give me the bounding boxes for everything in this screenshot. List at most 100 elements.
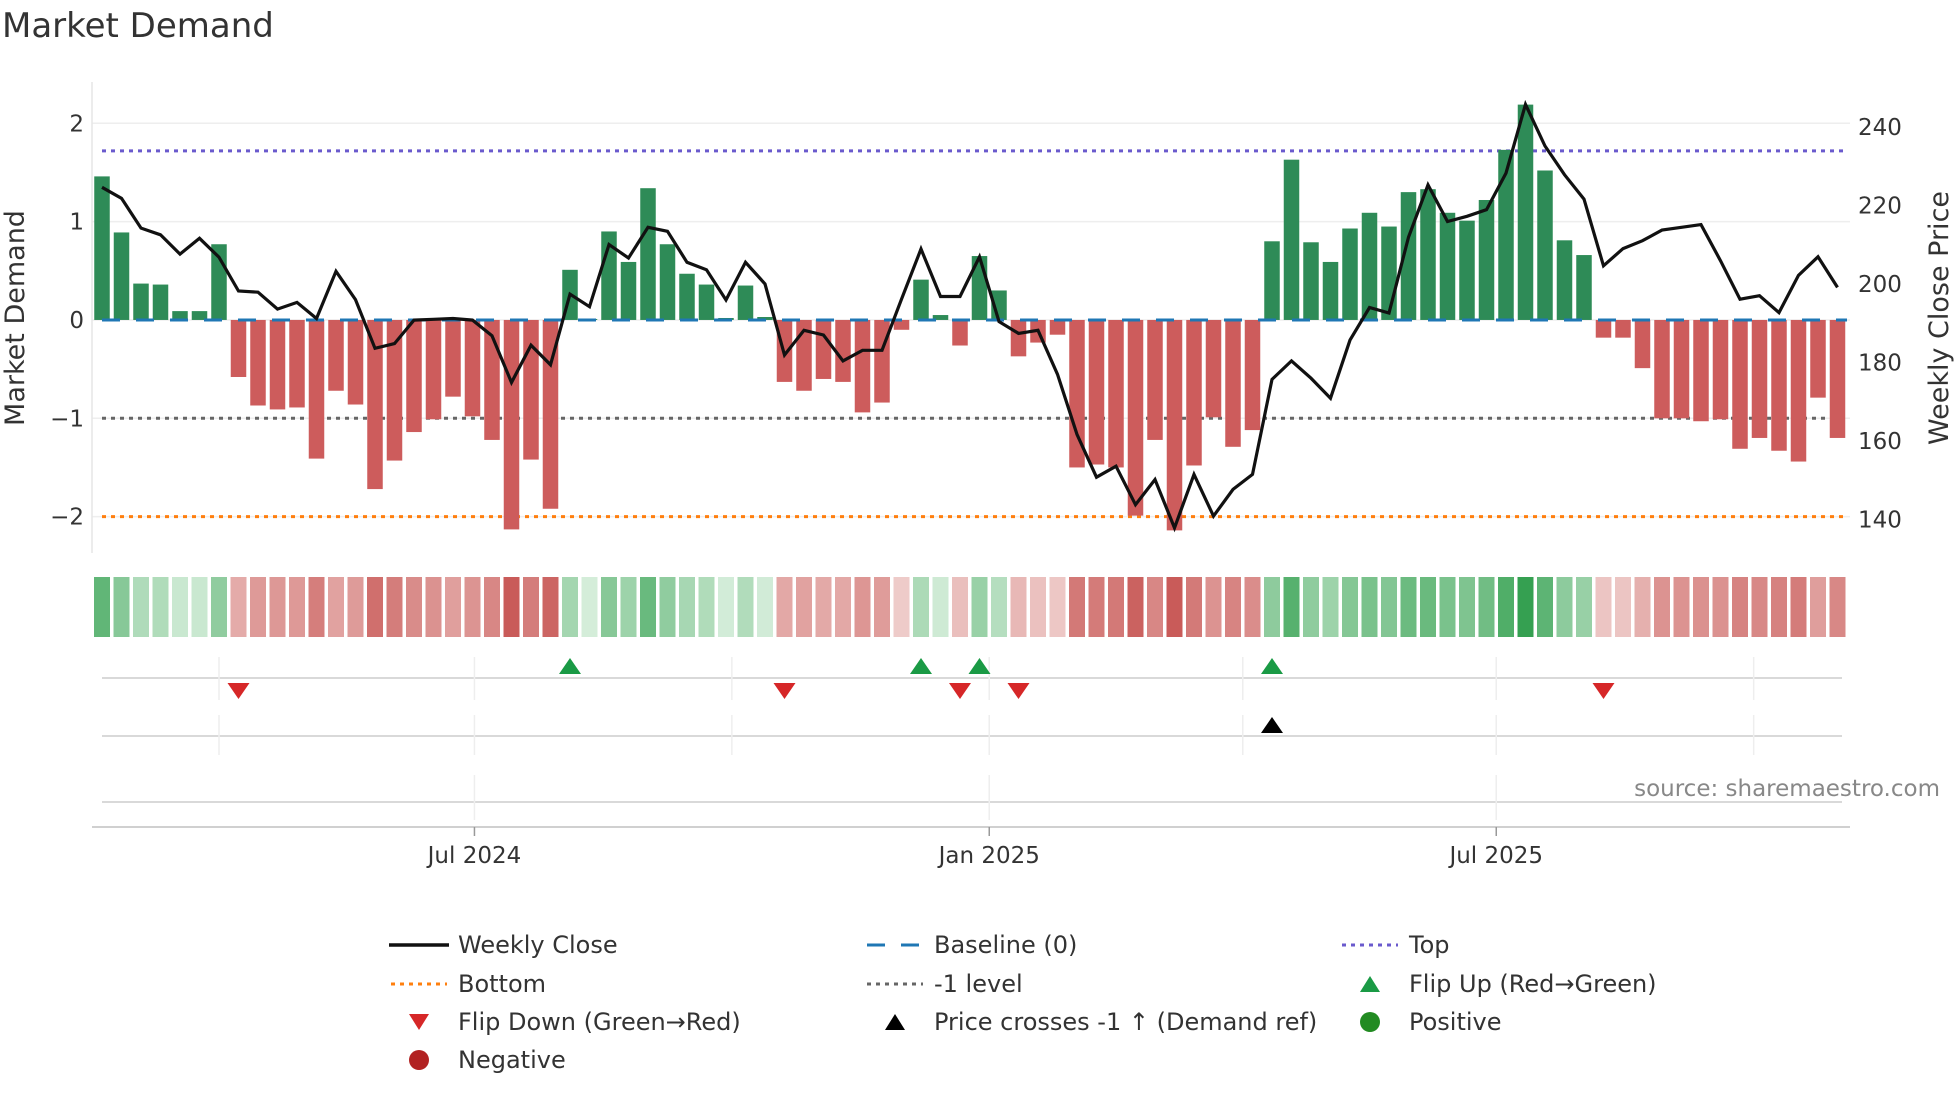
demand-bar-positive [1264, 241, 1280, 320]
heatmap-cell [1693, 577, 1709, 637]
demand-bar-negative [347, 319, 364, 405]
axes: 2 1 0 −1 −2 240 220 200 180 160 140 Jul 2024 Jan 202… [50, 82, 1902, 869]
dot-line-icon [1339, 940, 1401, 950]
y-tick-label: −1 [50, 406, 84, 432]
heatmap-cell [230, 577, 247, 637]
demand-bar-negative [1244, 319, 1261, 431]
heatmap-cell [133, 577, 149, 637]
demand-bar-negative [269, 319, 286, 410]
legend-bottom[interactable]: Bottom [388, 967, 546, 1001]
heatmap-cell [308, 577, 325, 637]
legend-flip-down[interactable]: Flip Down (Green→Red) [388, 1005, 741, 1039]
demand-bar-negative [1225, 319, 1241, 447]
legend-flip-up[interactable]: Flip Up (Red→Green) [1339, 967, 1657, 1001]
demand-bar-negative [1693, 319, 1709, 422]
legend-label: Bottom [458, 970, 547, 998]
demand-bar-positive [1381, 226, 1397, 320]
demand-bar-positive [679, 273, 695, 320]
heatmap-cell [854, 577, 871, 637]
heatmap-cell [1166, 577, 1183, 637]
heatmap-cell [269, 577, 286, 637]
demand-bar-negative [425, 319, 442, 420]
heatmap-cell [835, 577, 851, 637]
demand-bar-negative [815, 319, 832, 379]
heatmap-cell [1517, 577, 1534, 637]
heatmap-cell [1381, 577, 1397, 637]
x-tick-label: Jul 2025 [1447, 843, 1543, 869]
legend-label: Baseline (0) [934, 931, 1078, 959]
heatmap-cell [1010, 577, 1027, 637]
flip-down-marker [227, 683, 250, 699]
heatmap-cell [113, 577, 130, 637]
flip-down-marker [1007, 683, 1030, 699]
heatmap-cell [1186, 577, 1202, 637]
flip-up-marker [559, 658, 581, 674]
triangle-up-icon [864, 1012, 926, 1032]
price-cross-marker [1261, 717, 1283, 733]
circle-icon [388, 1049, 450, 1071]
legend-negative[interactable]: Negative [388, 1043, 566, 1077]
demand-bar-positive [94, 176, 110, 320]
source-label: source: sharemaestro.com [1634, 776, 1940, 802]
demand-bar-negative [1829, 319, 1846, 438]
dot-line-icon [864, 979, 926, 989]
heatmap-cell [289, 577, 305, 637]
heatmap-cell [1400, 577, 1417, 637]
heatmap-cell [1361, 577, 1378, 637]
demand-bar-negative [386, 319, 403, 461]
heatmap-cell [757, 577, 773, 637]
demand-bar-negative [1088, 319, 1105, 465]
demand-bar-negative [523, 319, 539, 460]
heatmap-cell [1069, 577, 1085, 637]
heatmap-cell [1673, 577, 1690, 637]
demand-bar-positive [152, 284, 169, 320]
demand-bar-negative [367, 319, 383, 490]
solid-line-icon [388, 940, 450, 950]
demand-bar-positive [1361, 212, 1378, 320]
legend-weekly-close[interactable]: Weekly Close [388, 928, 618, 962]
heatmap-cell [1420, 577, 1436, 637]
flip-up-marker [1261, 658, 1283, 674]
demand-bar-negative [250, 319, 266, 406]
demand-bar-negative [308, 319, 325, 459]
demand-bar-positive [1303, 242, 1319, 320]
dash-line-icon [864, 940, 926, 950]
demand-bar-positive [113, 232, 130, 320]
demand-bar-positive [1478, 199, 1495, 320]
heatmap-cell [1459, 577, 1475, 637]
demand-bar-negative [484, 319, 500, 440]
gridlines [92, 122, 1850, 820]
y-tick-label: 1 [69, 210, 84, 236]
legend-minus1-level[interactable]: -1 level [864, 967, 1023, 1001]
heatmap-cell [991, 577, 1007, 637]
heatmap-cell [640, 577, 656, 637]
legend-positive[interactable]: Positive [1339, 1005, 1502, 1039]
heatmap-cell [1712, 577, 1729, 637]
heatmap-cell [1225, 577, 1241, 637]
demand-bar-negative [835, 319, 851, 382]
circle-icon [1339, 1011, 1401, 1033]
demand-bar-positive [913, 279, 929, 320]
flip-up-marker [910, 658, 932, 674]
heatmap-cell [659, 577, 676, 637]
demand-bar-positive [1420, 189, 1436, 320]
y-tick-label: 0 [69, 308, 84, 334]
heatmap-cell [971, 577, 988, 637]
heatmap-cell [1127, 577, 1144, 637]
legend-baseline[interactable]: Baseline (0) [864, 928, 1077, 962]
chart-title: Market Demand [2, 6, 274, 46]
heatmap-cell [211, 577, 227, 637]
triangle-up-icon [1339, 974, 1401, 994]
x-tick-label: Jul 2024 [426, 843, 522, 869]
heatmap-cell [1498, 577, 1514, 637]
heatmap-cell [367, 577, 383, 637]
heatmap-cell [1634, 577, 1651, 637]
heatmap-cell [1283, 577, 1300, 637]
legend-label: Flip Down (Green→Red) [458, 1008, 741, 1036]
legend-price-crosses[interactable]: Price crosses -1 ↑ (Demand ref) [864, 1005, 1317, 1039]
y-tick-label: 2 [69, 111, 84, 137]
y-tick-label: −2 [50, 505, 84, 531]
demand-bar-negative [1654, 319, 1670, 419]
flip-down-marker [773, 683, 796, 699]
legend-top[interactable]: Top [1339, 928, 1450, 962]
